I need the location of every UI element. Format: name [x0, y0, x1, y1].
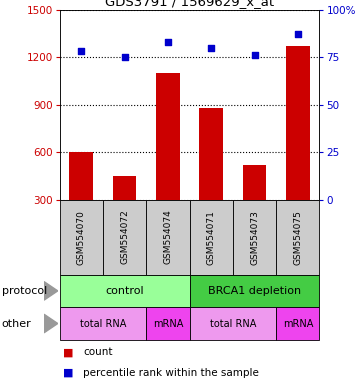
Text: total RNA: total RNA — [210, 318, 256, 329]
Text: ■: ■ — [63, 347, 74, 357]
Text: percentile rank within the sample: percentile rank within the sample — [83, 368, 259, 378]
Bar — [199, 108, 223, 247]
Point — [252, 52, 257, 58]
Title: GDS3791 / 1569629_x_at: GDS3791 / 1569629_x_at — [105, 0, 274, 8]
Text: GSM554070: GSM554070 — [77, 210, 86, 265]
Polygon shape — [44, 314, 58, 333]
Text: ■: ■ — [63, 368, 74, 378]
Text: other: other — [2, 318, 31, 329]
Text: GSM554072: GSM554072 — [120, 210, 129, 265]
Text: GSM554071: GSM554071 — [207, 210, 216, 265]
Point — [165, 39, 171, 45]
Point — [295, 31, 301, 37]
Text: mRNA: mRNA — [283, 318, 313, 329]
Bar — [286, 46, 310, 247]
Text: protocol: protocol — [2, 286, 47, 296]
Bar — [156, 73, 180, 247]
Point — [78, 48, 84, 55]
Text: count: count — [83, 347, 113, 357]
Text: mRNA: mRNA — [153, 318, 183, 329]
Point — [208, 45, 214, 51]
Text: control: control — [105, 286, 144, 296]
Bar — [113, 176, 136, 247]
Text: total RNA: total RNA — [80, 318, 126, 329]
Text: GSM554075: GSM554075 — [293, 210, 302, 265]
Polygon shape — [44, 281, 58, 300]
Point — [122, 54, 127, 60]
Text: BRCA1 depletion: BRCA1 depletion — [208, 286, 301, 296]
Text: GSM554073: GSM554073 — [250, 210, 259, 265]
Text: GSM554074: GSM554074 — [164, 210, 172, 265]
Bar — [243, 165, 266, 247]
Bar — [69, 152, 93, 247]
